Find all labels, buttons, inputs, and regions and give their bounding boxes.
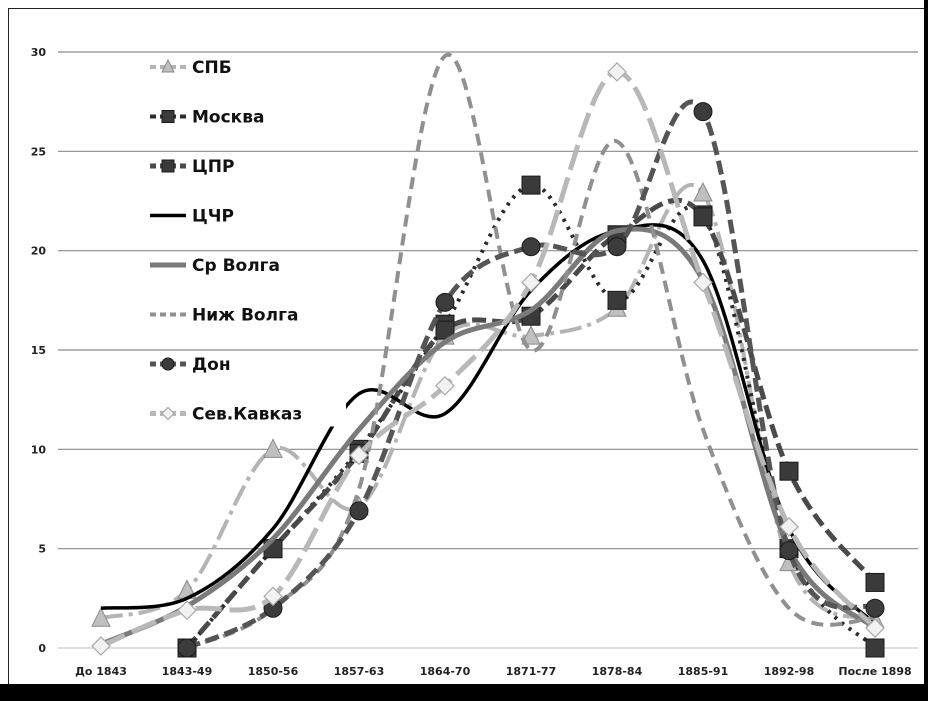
x-tick-label: 1864-70	[420, 665, 471, 678]
data-point	[521, 272, 541, 293]
data-point	[693, 207, 713, 227]
series-line	[99, 226, 877, 647]
y-tick-label: 0	[38, 642, 46, 655]
data-point	[693, 272, 713, 293]
y-axis-ticks: 0 5 10 15 20 25 30	[31, 46, 47, 655]
legend-item: Ср Волга	[146, 252, 346, 278]
series-5	[186, 52, 876, 650]
legend-label: Москва	[192, 108, 264, 128]
x-tick-label: 1892-98	[764, 665, 815, 678]
series-3	[100, 223, 877, 626]
legend-item: СПБ	[146, 54, 346, 80]
legend-label: СПБ	[192, 58, 232, 78]
data-point	[607, 62, 627, 82]
data-point	[779, 516, 799, 537]
series-4	[99, 226, 877, 647]
series-line	[185, 99, 877, 651]
legend-item: ЦПР	[146, 153, 346, 179]
legend-label: Дон	[192, 355, 231, 375]
legend-swatch-marker	[161, 357, 175, 371]
legend-label: ЦЧР	[192, 207, 234, 227]
data-point	[521, 237, 541, 257]
legend-item-background	[146, 400, 346, 427]
data-point	[865, 618, 885, 638]
legend-swatch-marker	[161, 406, 175, 421]
legend-item-background	[146, 351, 346, 377]
x-tick-label: 1857-63	[334, 665, 385, 678]
series-7	[91, 62, 885, 656]
data-point	[91, 636, 111, 656]
data-point	[435, 375, 455, 396]
legend-label: ЦПР	[192, 157, 234, 177]
legend-item: ЦЧР	[146, 202, 346, 229]
data-point	[521, 175, 541, 195]
x-axis-ticks: До 1843 1843-49 1850-56 1857-63 1864-70 1871-…	[75, 665, 912, 678]
x-tick-label: 1850-56	[248, 665, 299, 678]
series-6	[177, 99, 885, 658]
legend-swatch-marker	[161, 159, 175, 173]
data-point	[779, 461, 799, 481]
series-line	[100, 223, 877, 626]
series-line	[185, 197, 877, 650]
data-point	[865, 598, 885, 618]
y-tick-label: 5	[38, 543, 46, 556]
series-lines	[91, 52, 885, 658]
legend-item-background	[146, 153, 346, 179]
x-tick-label: 1878-84	[592, 665, 643, 678]
data-point	[693, 181, 713, 202]
data-point	[865, 572, 885, 592]
series-line	[100, 182, 877, 622]
legend-item-background	[146, 54, 346, 80]
legend-item-background	[146, 103, 346, 130]
legend: СПБ Москва ЦПР ЦЧР Ср Волга Ниж Волга Дон Сев.К…	[146, 54, 346, 427]
legend-label: Ср Волга	[192, 256, 280, 276]
legend-label: Сев.Кавказ	[192, 405, 302, 425]
data-point	[865, 638, 885, 658]
data-point	[435, 292, 455, 312]
data-point	[349, 445, 369, 466]
data-point	[263, 586, 283, 607]
y-tick-label: 10	[31, 443, 47, 456]
data-point	[177, 638, 197, 658]
data-point	[693, 102, 713, 122]
frame-top-border	[8, 8, 924, 9]
frame-left-border	[8, 8, 9, 684]
data-point	[177, 600, 197, 621]
data-point	[521, 324, 541, 345]
y-tick-label: 15	[31, 344, 46, 357]
y-tick-label: 30	[31, 46, 47, 59]
x-tick-label: После 1898	[838, 665, 911, 678]
legend-item: Дон	[146, 351, 346, 377]
data-point	[779, 541, 799, 561]
x-tick-label: 1843-49	[162, 665, 213, 678]
legend-item: Ниж Волга	[146, 301, 346, 328]
legend-item-background	[146, 301, 346, 328]
data-point	[607, 290, 627, 310]
y-tick-label: 25	[31, 145, 46, 158]
x-tick-label: До 1843	[75, 665, 127, 678]
data-point	[91, 607, 111, 627]
gridlines	[58, 51, 918, 649]
legend-swatch-marker	[161, 110, 175, 123]
legend-label: Ниж Волга	[192, 306, 298, 326]
x-tick-label: 1871-77	[506, 665, 557, 678]
frame-bottom-bar	[0, 684, 928, 701]
legend-item: Москва	[146, 103, 346, 130]
legend-swatch-marker	[161, 58, 175, 73]
x-tick-label: 1885-91	[678, 665, 729, 678]
legend-item: Сев.Кавказ	[146, 400, 346, 427]
y-tick-label: 20	[31, 245, 47, 258]
series-line	[186, 52, 876, 650]
data-point	[607, 237, 627, 257]
data-point	[349, 501, 369, 521]
data-point	[263, 438, 283, 458]
frame-right-border	[924, 0, 928, 701]
